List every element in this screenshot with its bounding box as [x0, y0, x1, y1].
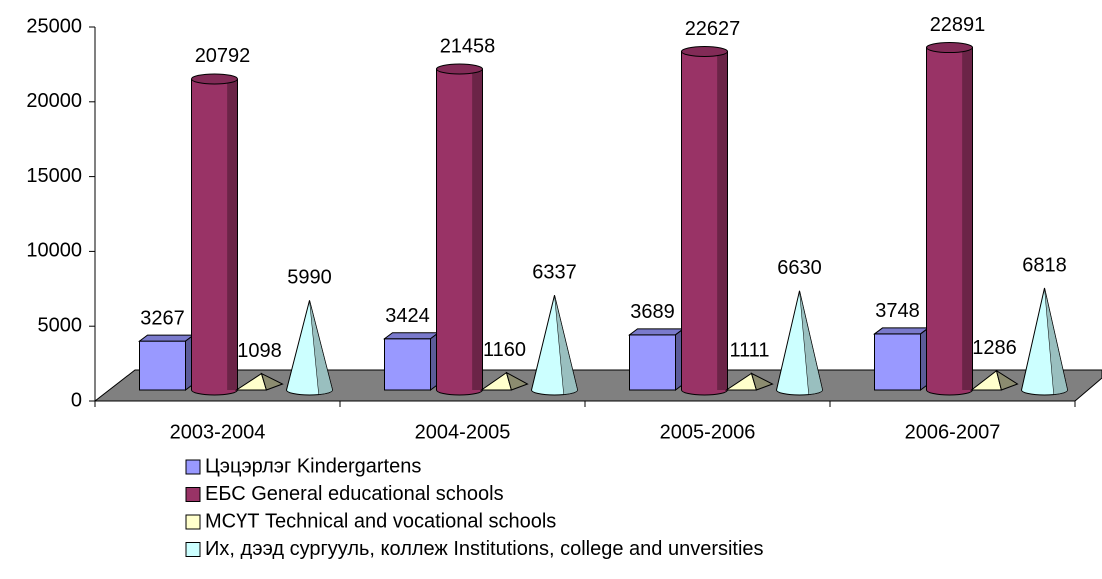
x-tick-label: 2003-2004 — [170, 421, 266, 443]
data-label: 5990 — [287, 267, 332, 289]
cylinder-body — [191, 78, 238, 396]
cylinder-shade — [717, 51, 728, 390]
data-label: 1160 — [483, 339, 526, 361]
y-tick-label: 15000 — [26, 165, 82, 187]
data-mark — [436, 63, 483, 396]
data-mark — [926, 42, 973, 396]
data-label: 6337 — [532, 261, 577, 283]
data-mark — [681, 46, 728, 396]
data-label: 1098 — [237, 340, 282, 362]
data-mark — [479, 371, 529, 391]
box-top — [383, 332, 440, 340]
data-label: 1111 — [729, 340, 769, 362]
data-mark — [191, 73, 238, 396]
data-mark — [234, 372, 284, 391]
data-label: 3748 — [875, 300, 920, 322]
cylinder-body — [436, 68, 483, 396]
box-front — [874, 333, 921, 391]
cone-shade — [554, 295, 578, 395]
data-mark — [1020, 287, 1069, 396]
pyramid-side — [995, 369, 1019, 391]
pyramid-side — [750, 372, 774, 391]
data-label: 22891 — [930, 14, 986, 36]
cylinder-shade — [962, 47, 973, 391]
data-label: 21458 — [440, 35, 496, 57]
cylinder-top — [191, 73, 238, 85]
cone-shade — [1044, 287, 1068, 395]
x-tick-label: 2005-2006 — [660, 421, 756, 443]
legend-marker — [185, 542, 201, 557]
pyramid-side — [260, 372, 284, 391]
y-tick-label: 5000 — [38, 314, 83, 336]
cylinder-top — [926, 42, 973, 54]
legend-label: Их, дээд сургууль, коллеж Institutions, … — [205, 538, 764, 560]
data-mark — [530, 295, 579, 396]
data-mark — [285, 300, 334, 396]
data-label: 22627 — [685, 18, 741, 40]
data-mark — [775, 290, 824, 396]
legend-label: МСҮТ Technical and vocational schools — [205, 510, 556, 532]
cylinder-shade — [227, 78, 238, 390]
cylinder-body — [681, 51, 728, 396]
box-front — [629, 334, 676, 391]
data-label: 6818 — [1022, 254, 1067, 276]
x-tick-label: 2006-2007 — [905, 421, 1001, 443]
box-front — [384, 338, 431, 391]
box-top — [873, 327, 930, 335]
data-mark — [383, 331, 440, 391]
data-label: 20792 — [195, 45, 251, 67]
legend-label: ЕБС General educational schools — [205, 483, 504, 505]
y-tick-label: 10000 — [26, 240, 82, 262]
data-label: 3424 — [385, 305, 430, 327]
cylinder-shade — [472, 68, 483, 391]
box-front — [139, 340, 186, 391]
cone-shade — [309, 300, 333, 395]
y-tick-label: 20000 — [26, 90, 82, 112]
y-tick-label: 25000 — [26, 15, 82, 37]
data-mark — [724, 372, 774, 391]
data-mark — [138, 334, 195, 391]
data-mark — [628, 327, 685, 391]
box-top — [138, 334, 195, 342]
cylinder-top — [681, 46, 728, 58]
box-top — [628, 328, 685, 336]
data-label: 3267 — [140, 307, 185, 329]
legend-marker — [185, 459, 201, 475]
legend-label: Цэцэрлэг Kindergartens — [205, 455, 421, 477]
data-label: 6630 — [777, 257, 822, 279]
legend-marker — [185, 487, 201, 502]
pyramid-side — [505, 371, 529, 391]
cylinder-body — [926, 47, 973, 396]
cone-shade — [799, 290, 823, 395]
data-label: 1286 — [972, 337, 1017, 359]
y-tick-label: 0 — [71, 389, 82, 411]
x-tick-label: 2004-2005 — [415, 421, 511, 443]
data-mark — [873, 326, 930, 391]
cylinder-top — [436, 63, 483, 75]
data-label: 3689 — [630, 301, 675, 323]
legend-marker — [185, 514, 201, 530]
data-mark — [970, 369, 1019, 391]
